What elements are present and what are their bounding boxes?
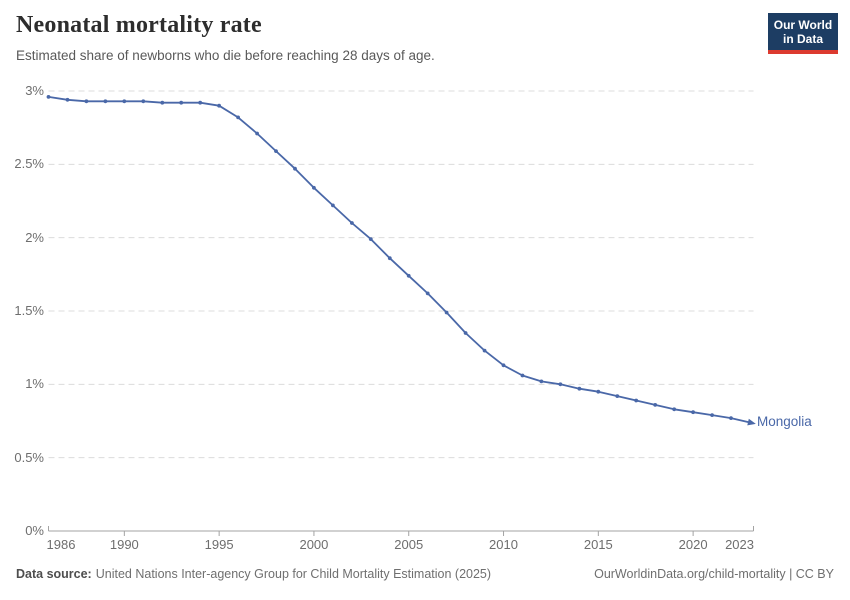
data-points	[46, 95, 733, 420]
data-point	[710, 413, 714, 417]
footer: Data source: United Nations Inter-agency …	[16, 567, 834, 581]
data-point	[539, 379, 544, 384]
footer-link[interactable]: OurWorldinData.org/child-mortality | CC …	[594, 567, 834, 581]
data-point	[425, 291, 430, 296]
data-point	[141, 99, 146, 104]
data-point	[46, 95, 51, 99]
data-point	[558, 382, 563, 387]
page-title: Neonatal mortality rate	[16, 12, 262, 38]
data-point	[65, 97, 70, 102]
data-point	[672, 407, 677, 412]
data-source-label: Data source:	[16, 567, 92, 581]
data-point	[482, 348, 487, 353]
data-point	[255, 131, 259, 136]
data-point	[331, 203, 335, 208]
line-end-arrow-icon	[747, 418, 756, 426]
data-point	[368, 237, 373, 242]
data-point	[274, 149, 278, 154]
data-point	[103, 99, 108, 104]
data-point	[444, 310, 449, 315]
owid-logo[interactable]: Our World in Data	[768, 13, 838, 54]
data-point	[350, 221, 354, 225]
data-source-text: United Nations Inter-agency Group for Ch…	[95, 567, 492, 581]
data-point	[501, 363, 506, 368]
owid-logo-line1: Our World	[773, 17, 833, 32]
data-point	[615, 394, 620, 398]
data-point	[634, 398, 639, 403]
data-point	[236, 115, 241, 120]
data-point	[312, 185, 316, 190]
data-point	[596, 389, 601, 394]
mongolia-line	[47, 96, 751, 424]
data-point	[577, 386, 582, 391]
data-point	[406, 273, 411, 278]
data-point	[653, 403, 658, 407]
data-point	[691, 410, 695, 415]
data-point	[198, 100, 203, 105]
data-point	[179, 100, 184, 105]
data-point	[387, 256, 392, 261]
data-point	[520, 373, 525, 378]
data-source-note: Data source: United Nations Inter-agency …	[16, 567, 491, 581]
data-point	[729, 416, 733, 420]
data-point	[217, 103, 222, 108]
owid-logo-line2: in Data	[782, 31, 823, 46]
data-point	[160, 100, 165, 105]
header: Neonatal mortality rate Estimated share …	[16, 12, 736, 63]
data-point	[84, 99, 89, 104]
chart-subtitle: Estimated share of newborns who die befo…	[16, 48, 435, 63]
data-point	[463, 331, 468, 335]
data-point	[293, 166, 297, 171]
data-point	[122, 99, 127, 104]
